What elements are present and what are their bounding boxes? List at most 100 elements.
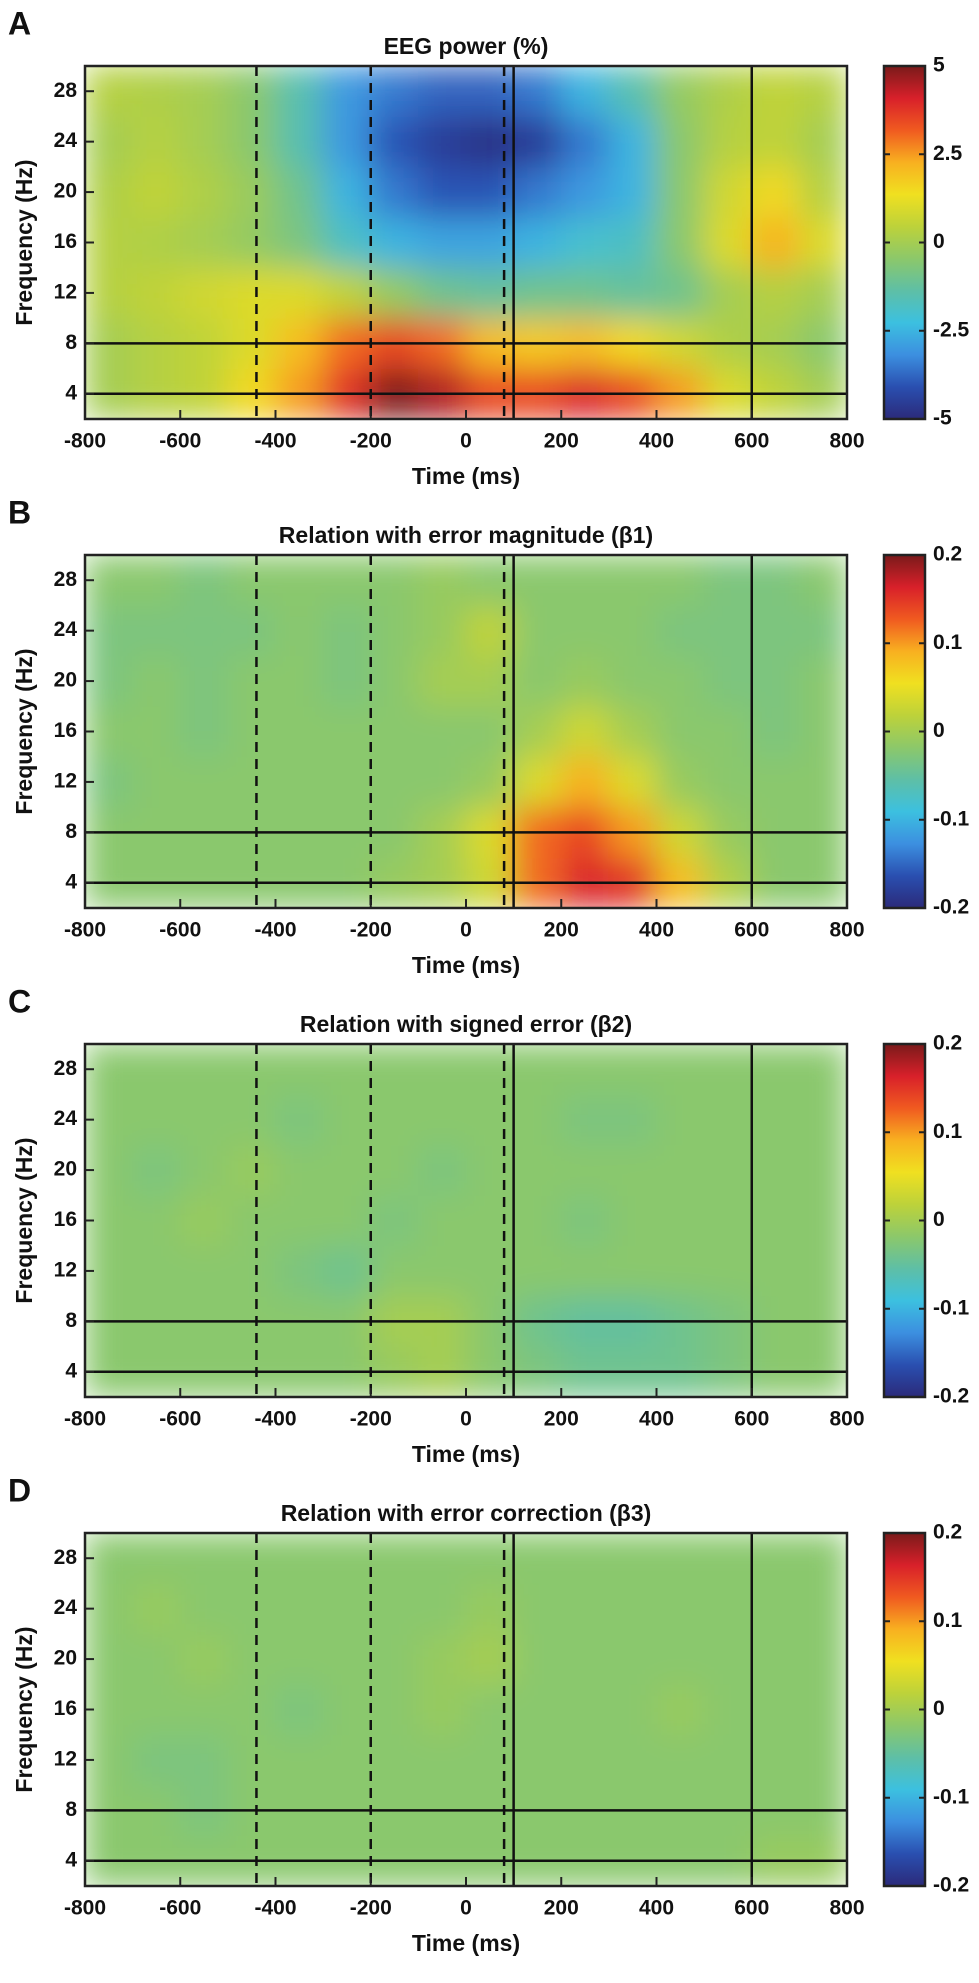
- heatmap-cell: [703, 1582, 753, 1635]
- x-tick-label: 400: [639, 1408, 674, 1431]
- heatmap-cell: [465, 115, 515, 168]
- heatmap-cell: [656, 1245, 705, 1297]
- panel-letter: C: [8, 983, 31, 1019]
- heatmap-cell: [227, 66, 276, 117]
- heatmap-cell: [656, 115, 705, 168]
- x-tick-label: 0: [460, 919, 472, 942]
- x-tick-label: -400: [254, 1897, 296, 1920]
- heatmap-cell: [513, 1044, 562, 1095]
- heatmap-cell: [132, 1734, 181, 1786]
- heatmap-cell: [608, 1194, 657, 1247]
- heatmap-cell: [179, 115, 229, 168]
- heatmap-cell: [560, 1144, 610, 1196]
- heatmap-cell: [798, 1144, 847, 1196]
- x-tick-label: -400: [254, 430, 296, 453]
- heatmap-cell: [227, 216, 276, 269]
- x-tick-label: 800: [829, 430, 864, 453]
- heatmap-cell: [132, 66, 181, 117]
- heatmap-cell: [560, 1194, 610, 1247]
- heatmap-cell: [513, 1633, 562, 1685]
- heatmap-cell: [322, 705, 372, 758]
- heatmap-cell: [275, 705, 324, 758]
- heatmap-cell: [608, 267, 657, 319]
- heatmap-cell: [322, 1582, 372, 1635]
- y-tick-label: 16: [54, 719, 77, 742]
- heatmap-cell: [322, 1245, 372, 1297]
- y-tick-label: 28: [54, 1546, 78, 1569]
- heatmap-cell: [560, 655, 610, 707]
- heatmap-cell: [370, 555, 419, 606]
- heatmap-cell: [656, 604, 705, 657]
- heatmap-cell: [608, 115, 657, 168]
- heatmap-cell: [798, 66, 847, 117]
- heatmap-cell: [322, 604, 372, 657]
- heatmap-cell: [179, 1533, 229, 1584]
- colorbar-tick-label: -5: [933, 407, 952, 430]
- heatmap-cell: [322, 66, 372, 117]
- heatmap-cell: [322, 216, 372, 269]
- heatmap-cell: [179, 1683, 229, 1736]
- panel: D Relation with error correction (β3) -800…: [8, 1472, 970, 1956]
- heatmap-cell: [465, 1582, 515, 1635]
- heatmap-cell: [513, 166, 562, 218]
- heatmap-cell: [608, 705, 657, 758]
- heatmap-cell: [322, 1533, 372, 1584]
- heatmap-cell: [560, 705, 610, 758]
- x-tick-label: 600: [734, 430, 769, 453]
- y-tick-label: 20: [54, 1647, 77, 1670]
- heatmap-cell: [227, 1093, 276, 1146]
- colorbar-tick-label: 0: [933, 230, 945, 253]
- heatmap-cell: [560, 604, 610, 657]
- x-axis-label: Time (ms): [412, 1930, 520, 1956]
- heatmap-cell: [798, 555, 847, 606]
- heatmap: [85, 1044, 847, 1397]
- heatmap-cell: [179, 1582, 229, 1635]
- heatmap-cell: [417, 66, 467, 117]
- heatmap-cell: [751, 1633, 800, 1685]
- heatmap-cell: [751, 1044, 800, 1095]
- heatmap-cell: [322, 1734, 372, 1786]
- heatmap-cell: [227, 1533, 276, 1584]
- heatmap-cell: [798, 705, 847, 758]
- colorbar-tick-label: 0.1: [933, 1609, 963, 1632]
- heatmap-cell: [608, 655, 657, 707]
- heatmap-cell: [751, 1093, 800, 1146]
- y-tick-label: 16: [54, 1697, 77, 1720]
- heatmap-cell: [608, 166, 657, 218]
- panel-title: Relation with signed error (β2): [300, 1011, 632, 1037]
- heatmap-cell: [417, 1582, 467, 1635]
- heatmap-cell: [751, 1683, 800, 1736]
- heatmap-cell: [227, 1144, 276, 1196]
- heatmap-cell: [227, 705, 276, 758]
- heatmap-cell: [370, 1093, 419, 1146]
- heatmap-cell: [275, 166, 324, 218]
- heatmap-cell: [275, 1093, 324, 1146]
- heatmap-cell: [703, 655, 753, 707]
- heatmap-cell: [465, 216, 515, 269]
- heatmap-cell: [275, 555, 324, 606]
- heatmap-cell: [179, 66, 229, 117]
- heatmap-cell: [227, 555, 276, 606]
- x-tick-label: 0: [460, 1408, 472, 1431]
- heatmap-cell: [703, 166, 753, 218]
- heatmap-cell: [227, 1734, 276, 1786]
- x-axis-label: Time (ms): [412, 463, 520, 489]
- y-tick-label: 24: [54, 1596, 78, 1619]
- heatmap-cell: [656, 655, 705, 707]
- heatmap-cell: [370, 1194, 419, 1247]
- x-axis-label: Time (ms): [412, 952, 520, 978]
- y-tick-label: 20: [54, 180, 77, 203]
- heatmap-cell: [275, 216, 324, 269]
- colorbar-tick-label: 5: [933, 54, 945, 77]
- heatmap-cell: [656, 1533, 705, 1584]
- heatmap-cell: [417, 166, 467, 218]
- heatmap-cells: [85, 1044, 847, 1397]
- colorbar: [882, 553, 927, 910]
- heatmap-cell: [417, 115, 467, 168]
- heatmap-cell: [513, 705, 562, 758]
- colorbar-tick-label: -0.1: [933, 1296, 970, 1319]
- heatmap-cell: [798, 1044, 847, 1095]
- heatmap-cell: [370, 166, 419, 218]
- colorbar: [882, 1042, 927, 1399]
